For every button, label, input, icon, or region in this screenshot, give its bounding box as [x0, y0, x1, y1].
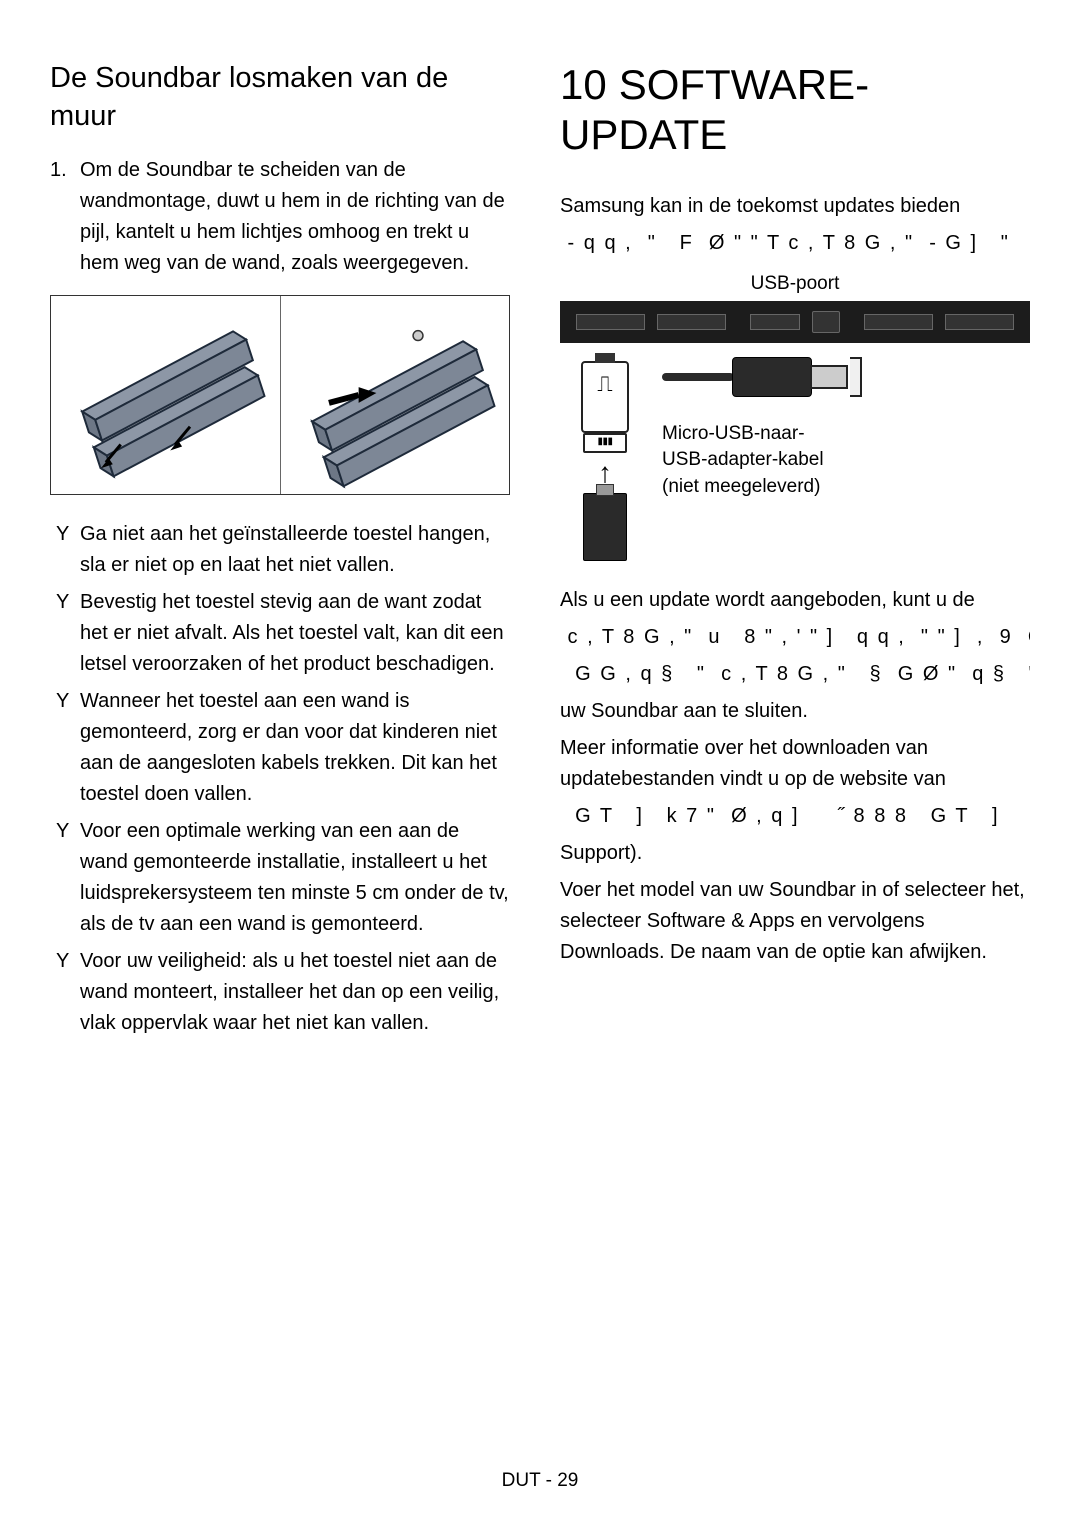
- bullet-mark-icon: Y: [56, 816, 69, 847]
- soundbar-rear-panel: [560, 301, 1030, 343]
- detach-diagram: [50, 295, 510, 495]
- bullet-4-text: Voor een optimale werking van een aan de…: [80, 820, 509, 935]
- bullet-mark-icon: Y: [56, 686, 69, 717]
- bullet-3-text: Wanneer het toestel aan een wand is gemo…: [80, 690, 497, 805]
- port-slot: [864, 314, 933, 330]
- cable-icon: [662, 373, 734, 381]
- bullet-mark-icon: Y: [56, 946, 69, 977]
- bullet-5-text: Voor uw veiligheid: als u het toestel ni…: [80, 950, 499, 1034]
- usb-caption-line-3: (niet meegeleverd): [662, 474, 1030, 501]
- usb-caption: Micro-USB-naar- USB-adapter-kabel (niet …: [662, 421, 1030, 501]
- detach-diagram-left: [51, 296, 281, 494]
- section-number: 10: [560, 60, 607, 110]
- page-footer: DUT - 29: [0, 1470, 1080, 1492]
- detach-steps: 1. Om de Soundbar te scheiden van de wan…: [50, 155, 510, 279]
- usb-port-slot: [812, 311, 840, 333]
- bullet-1: YGa niet aan het geïnstalleerde toestel …: [80, 519, 510, 581]
- detach-diagram-right: [281, 296, 510, 494]
- left-heading: De Soundbar losmaken van de muur: [50, 60, 510, 135]
- usb-port-label: USB-poort: [560, 273, 1030, 295]
- bullet-3: YWanneer het toestel aan een wand is gem…: [80, 686, 510, 810]
- caution-bullets: Y Ga niet aan het geïnstalleerde toestel …: [50, 519, 510, 1039]
- update-p4: Support).: [560, 838, 1030, 869]
- soundbar-push-illustration: [51, 296, 280, 494]
- port-slot: [945, 314, 1014, 330]
- up-arrow-icon: ↑: [598, 459, 612, 487]
- adapter-stack: ⎍ ▮▮▮ ↑: [560, 343, 650, 561]
- usb-adapter-label-icon: ▮▮▮: [583, 433, 627, 453]
- plug-bracket-icon: [850, 357, 862, 397]
- bullet-2: YBevestig het toestel stevig aan de want…: [80, 587, 510, 680]
- usb-drive-icon: [583, 493, 627, 561]
- soundbar-pull-illustration: [281, 296, 510, 494]
- step-1-num: 1.: [50, 155, 67, 186]
- garbled-line-1: - q q , " F Ø " " T c , T 8 G , " - G ] …: [560, 228, 1030, 259]
- usb-diagram: USB-poort ⎍ ▮▮▮ ↑: [560, 273, 1030, 561]
- update-p3: Meer informatie over het downloaden van …: [560, 733, 1030, 795]
- micro-usb-plug-illustration: [662, 351, 842, 407]
- plug-tip-icon: [810, 365, 848, 389]
- usb-caption-line-2: USB-adapter-kabel: [662, 447, 1030, 474]
- update-p2: uw Soundbar aan te sluiten.: [560, 696, 1030, 727]
- usb-caption-line-1: Micro-USB-naar-: [662, 421, 1030, 448]
- port-slot: [576, 314, 645, 330]
- intro-text: Samsung kan in de toekomst updates biede…: [560, 191, 1030, 222]
- usb-trident-icon: ⎍: [597, 371, 612, 397]
- garbled-line-3: G G , q § " c , T 8 G , " § G Ø " q § " …: [560, 659, 1030, 690]
- bullet-1-text: Ga niet aan het geïnstalleerde toestel h…: [80, 523, 490, 576]
- update-p1: Als u een update wordt aangeboden, kunt …: [560, 585, 1030, 616]
- step-1-text: Om de Soundbar te scheiden van de wandmo…: [80, 159, 505, 274]
- port-slot: [750, 314, 799, 330]
- bullet-mark-icon: Y: [56, 587, 69, 618]
- garbled-line-4: G T ] k 7 " Ø , q ] ˝ 8 8 8 G T ] q T h: [560, 801, 1030, 832]
- bullet-2-text: Bevestig het toestel stevig aan de want …: [80, 591, 504, 675]
- bullet-5: YVoor uw veiligheid: als u het toestel n…: [80, 946, 510, 1039]
- bullet-4: YVoor een optimale werking van een aan d…: [80, 816, 510, 940]
- usb-adapter-icon: ⎍: [581, 361, 629, 433]
- plug-body-icon: [732, 357, 812, 397]
- bullet-mark-icon: Y: [56, 519, 69, 550]
- section-heading: 10SOFTWARE-UPDATE: [560, 60, 1030, 161]
- port-slot: [657, 314, 726, 330]
- step-1: 1. Om de Soundbar te scheiden van de wan…: [80, 155, 510, 279]
- update-p5: Voer het model van uw Soundbar in of sel…: [560, 875, 1030, 968]
- garbled-line-2: c , T 8 G , " u 8 " , ' " ] q q , " " ] …: [560, 622, 1030, 653]
